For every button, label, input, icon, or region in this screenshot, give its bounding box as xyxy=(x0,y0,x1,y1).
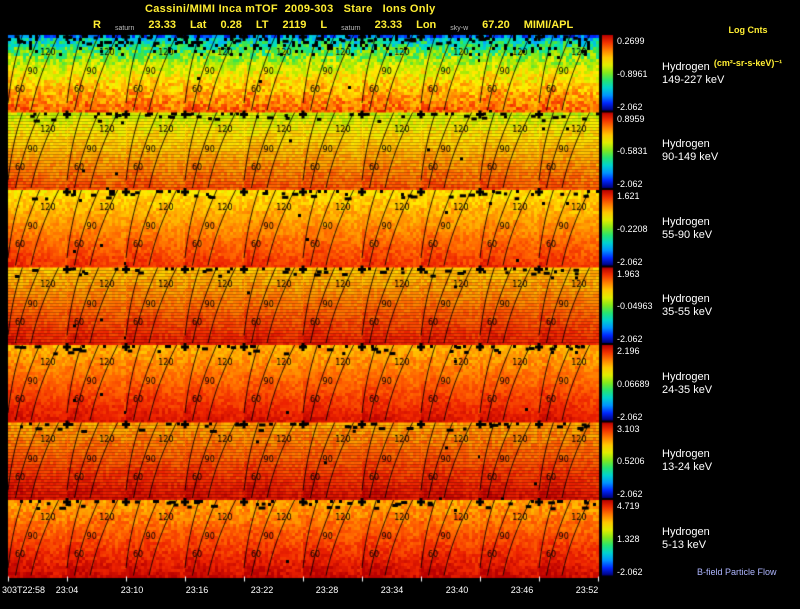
energy-band-label: 13-24 keV xyxy=(662,461,713,474)
colorbar-max-label: 1.621 xyxy=(617,191,640,201)
colorbar-mid-label: 1.328 xyxy=(617,533,640,544)
energy-band-label: 5-13 keV xyxy=(662,538,707,551)
colorbar-units: Log Cnts (cm²-sr-s-keV)⁻¹ xyxy=(700,3,796,91)
colorbar-units-line1: Log Cnts xyxy=(728,25,768,35)
ephemeris-item: Lon xyxy=(416,19,437,31)
colorbar-mid-label: -0.8961 xyxy=(617,68,648,79)
time-axis-label: 23:16 xyxy=(185,585,209,595)
ephemeris-item: L xyxy=(320,19,328,31)
colorbar-mid-label: -0.04963 xyxy=(617,301,653,312)
energy-species-label: Hydrogen xyxy=(662,448,710,461)
time-axis-label: 303T22:58 xyxy=(2,585,46,595)
ephemeris-item: LT xyxy=(255,19,269,31)
time-axis-label: 23:34 xyxy=(380,585,404,595)
colorbar-min-label: -2.062 xyxy=(617,566,643,577)
energy-species-label: Hydrogen xyxy=(662,138,710,151)
plot-title: Cassini/MIMI Inca mTOF 2009-303 Stare Io… xyxy=(145,3,436,15)
colorbar-min-label: -2.062 xyxy=(617,334,643,344)
colorbar-units-line2: (cm²-sr-s-keV)⁻¹ xyxy=(713,58,783,68)
energy-species-label: Hydrogen xyxy=(662,215,710,228)
energy-species-label: Hydrogen xyxy=(662,293,710,306)
energy-band-label: 24-35 keV xyxy=(662,383,713,396)
colorbar-mid-label: 0.5206 xyxy=(617,456,645,467)
colorbar-max-label: 2.196 xyxy=(617,346,640,356)
ephemeris-item: Lat xyxy=(189,19,207,31)
energy-band-label: 35-55 keV xyxy=(662,306,713,319)
time-axis-label: 23:46 xyxy=(510,585,534,595)
energy-species-label: Hydrogen xyxy=(662,60,710,73)
frame-sublabel: saturn xyxy=(341,25,361,32)
colorbar-min-label: -2.062 xyxy=(617,411,643,422)
time-axis-label: 23:10 xyxy=(120,585,144,595)
colorbar-max-label: 4.719 xyxy=(617,501,640,511)
ephemeris-item: 2119 xyxy=(282,19,307,31)
ephemeris-item: 0.28 xyxy=(220,19,242,31)
frame-sublabel: saturn xyxy=(114,25,135,32)
ephemeris-item: 67.20 xyxy=(482,19,510,31)
ephemeris-item: MIMI/APL xyxy=(523,19,574,31)
colorbar-max-label: 0.2699 xyxy=(617,36,645,46)
ephemeris-item: 23.33 xyxy=(148,19,176,31)
energy-band-label: 149-227 keV xyxy=(662,73,725,86)
bfield-flow-note: B-field Particle Flow xyxy=(697,567,777,577)
time-axis-label: 23:40 xyxy=(445,585,469,595)
colorbar-mid-label: 0.06689 xyxy=(617,378,650,389)
colorbar-min-label: -2.062 xyxy=(617,256,643,267)
time-axis-label: 23:22 xyxy=(250,585,274,595)
energy-species-label: Hydrogen xyxy=(662,525,710,538)
time-axis-label: 23:28 xyxy=(315,585,339,595)
ephemeris-item: R xyxy=(93,19,101,31)
frame-sublabel: sky-w xyxy=(450,25,469,32)
time-axis-label: 23:04 xyxy=(55,585,79,595)
time-axis-label: 23:52 xyxy=(575,585,599,595)
energy-species-label: Hydrogen xyxy=(662,370,710,383)
colorbar-mid-label: -0.5831 xyxy=(617,146,648,157)
colorbar-max-label: 3.103 xyxy=(617,423,640,434)
colorbar-min-label: -2.062 xyxy=(617,101,643,112)
energy-band-label: 90-149 keV xyxy=(662,151,719,164)
energy-band-label: 55-90 keV xyxy=(662,228,713,241)
colorbar-max-label: 1.963 xyxy=(617,268,640,279)
colorbar-min-label: -2.062 xyxy=(617,179,643,189)
ephemeris-item: 23.33 xyxy=(374,19,403,31)
colorbar-min-label: -2.062 xyxy=(617,489,643,499)
colorbar-max-label: 0.8959 xyxy=(617,113,645,124)
colorbar-mid-label: -0.2208 xyxy=(617,223,648,234)
